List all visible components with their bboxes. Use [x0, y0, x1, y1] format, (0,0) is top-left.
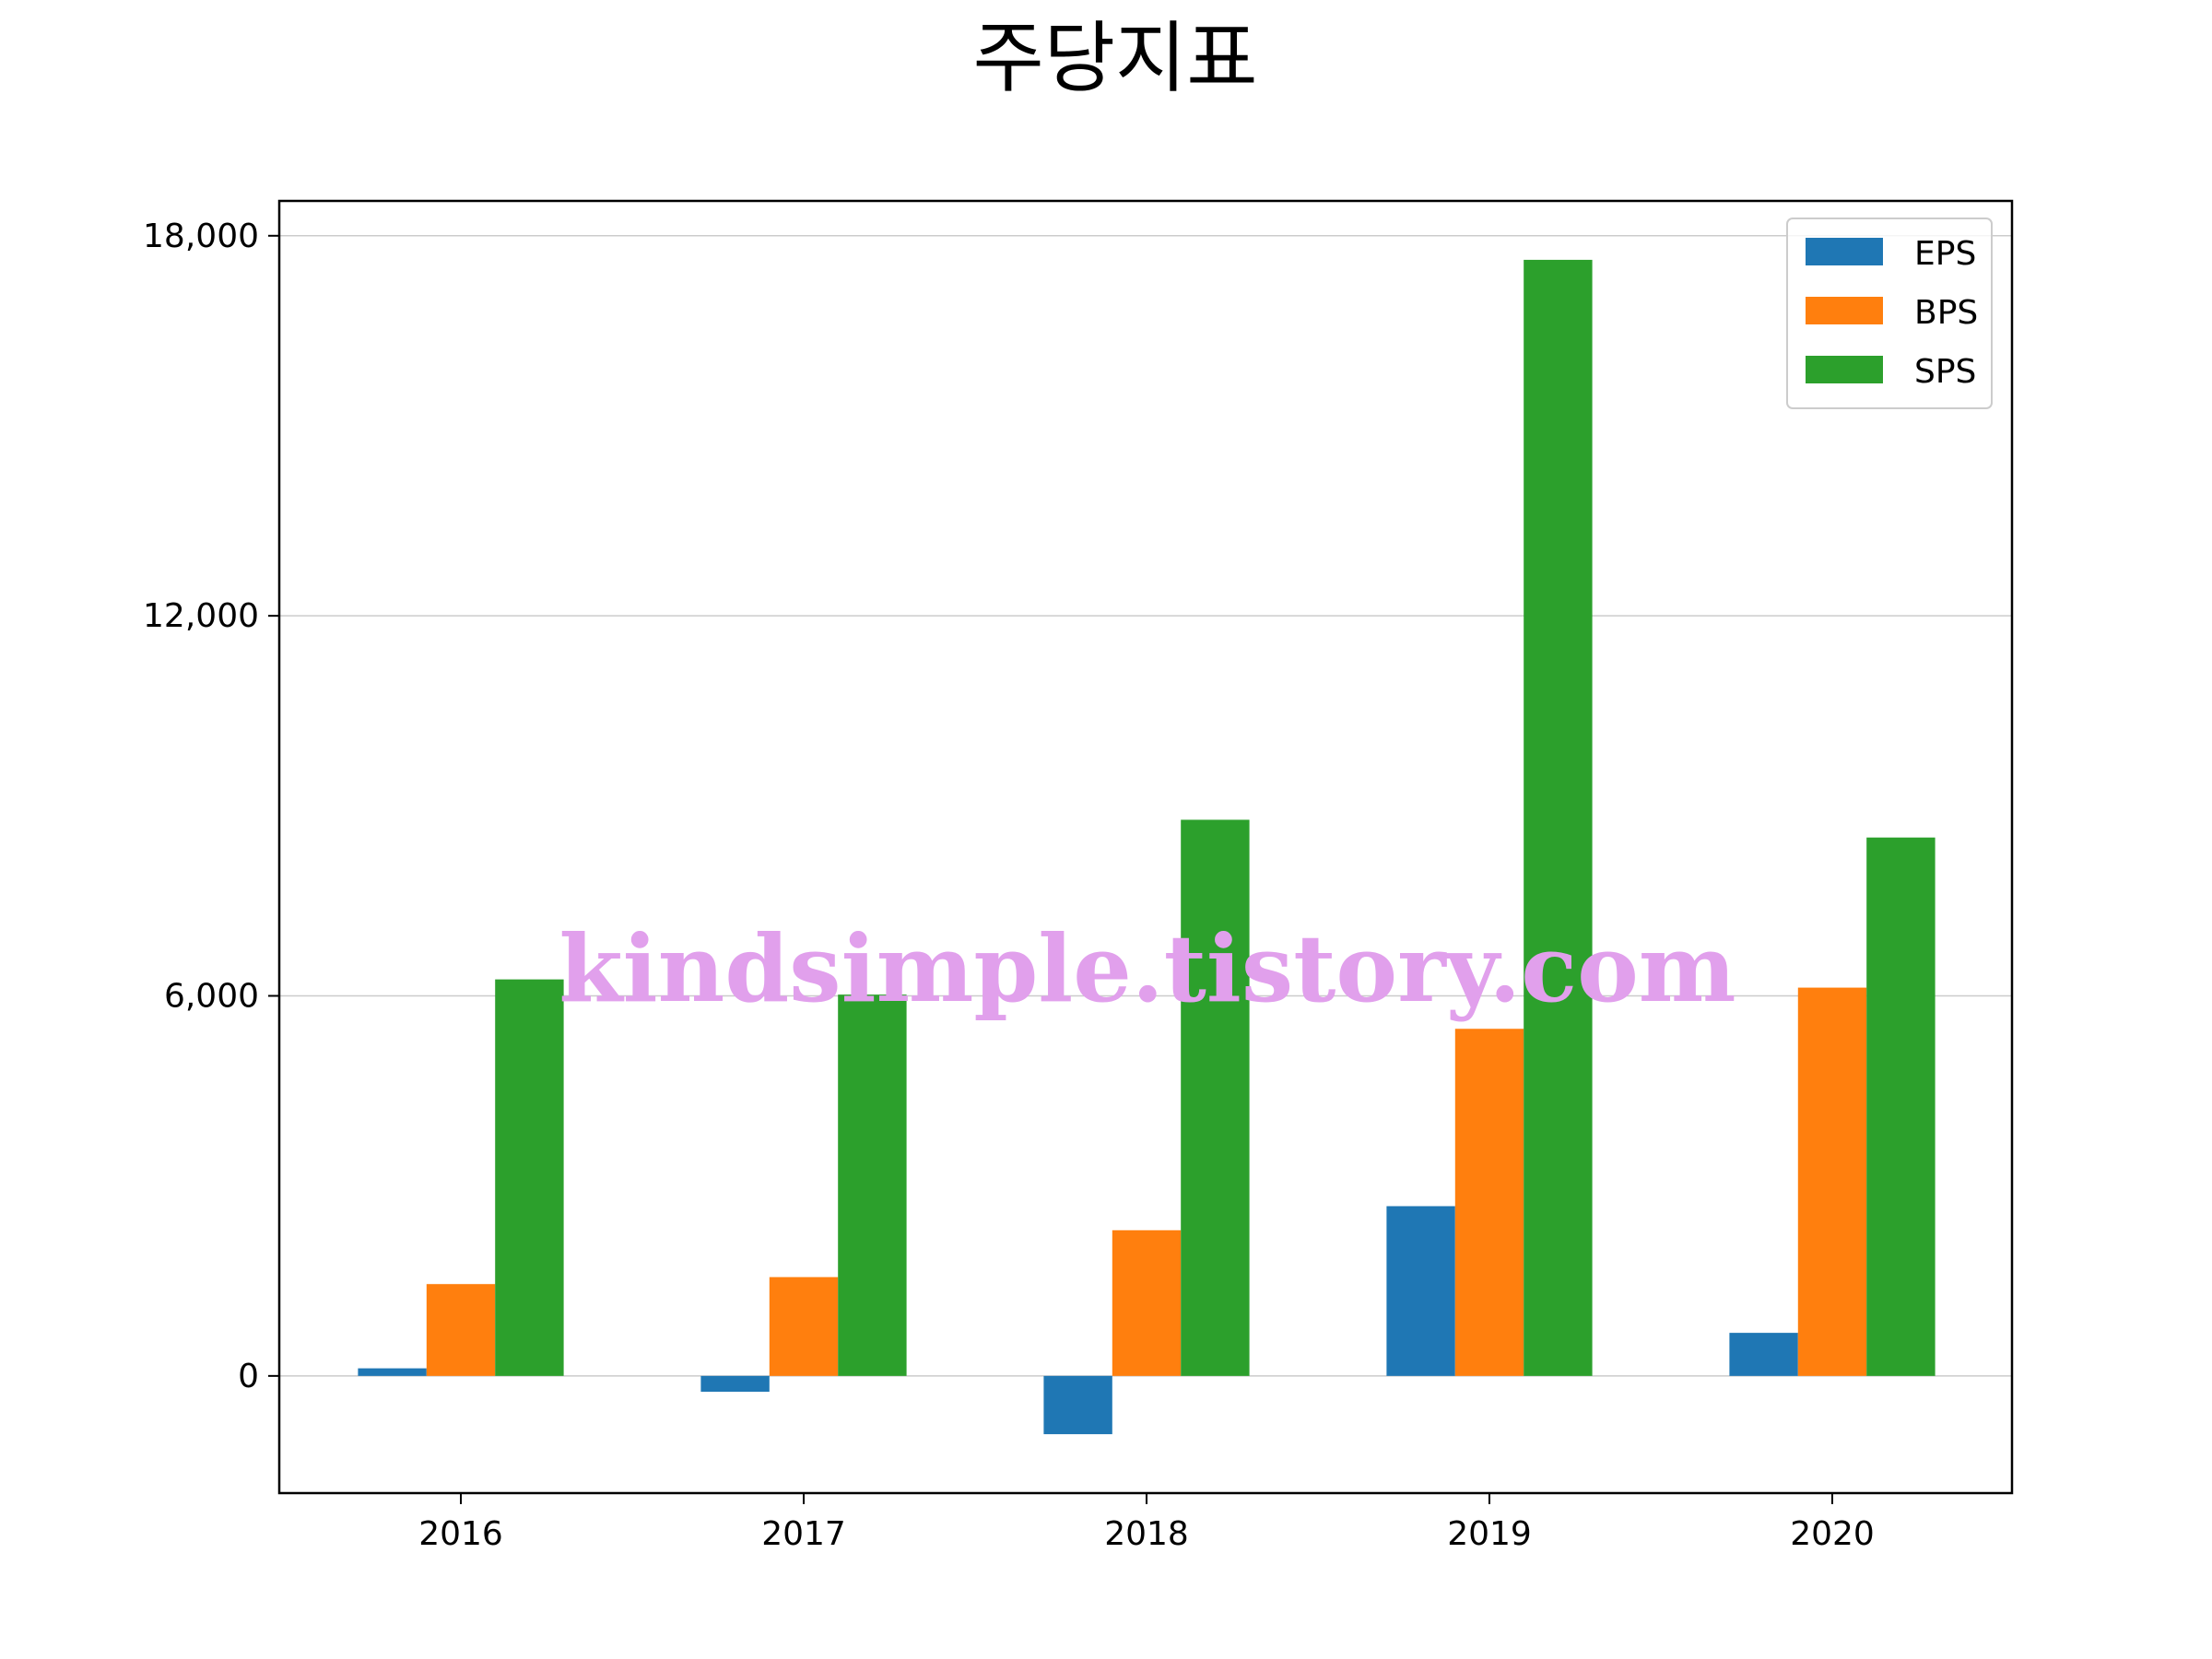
bar-bps-2017 [769, 1277, 839, 1376]
legend-label-bps: BPS [1914, 294, 1978, 332]
legend-swatch-sps [1806, 356, 1883, 383]
y-axis: 0 6,000 12,000 18,000 [143, 218, 279, 1395]
x-axis: 2016 2017 2018 2019 2020 [418, 1493, 1875, 1553]
y-tick-label: 12,000 [143, 597, 259, 635]
y-tick-label: 0 [238, 1358, 259, 1395]
x-tick-label: 2016 [418, 1515, 503, 1553]
bar-eps-2019 [1386, 1206, 1455, 1376]
y-tick-label: 18,000 [143, 218, 259, 255]
bar-bps-2019 [1454, 1029, 1524, 1376]
bar-eps-2017 [700, 1375, 770, 1393]
bar-eps-2018 [1043, 1375, 1112, 1435]
grid [279, 235, 2012, 1377]
bar-sps-2020 [1866, 837, 1936, 1376]
watermark: kindsimple.tistory.com [559, 914, 1735, 1023]
legend: EPS BPS SPS [1786, 218, 1993, 409]
bar-eps-2020 [1729, 1333, 1798, 1376]
bar-eps-2016 [358, 1368, 427, 1376]
legend-label-eps: EPS [1914, 235, 1976, 273]
legend-swatch-bps [1806, 297, 1883, 324]
bar-bps-2020 [1797, 987, 1867, 1376]
bar-bps-2016 [426, 1284, 496, 1376]
legend-swatch-eps [1806, 238, 1883, 265]
x-tick-label: 2017 [761, 1515, 846, 1553]
y-tick-label: 6,000 [164, 978, 259, 1016]
x-tick-label: 2019 [1447, 1515, 1532, 1553]
bar-sps-2016 [495, 979, 564, 1376]
bars [358, 259, 1936, 1435]
bar-sps-2017 [838, 994, 907, 1376]
bar-bps-2018 [1112, 1230, 1182, 1376]
legend-label-sps: SPS [1914, 353, 1976, 391]
bar-sps-2018 [1181, 819, 1250, 1376]
bar-sps-2019 [1524, 259, 1593, 1376]
x-tick-label: 2018 [1104, 1515, 1189, 1553]
chart-title: 주당지표 [972, 13, 1257, 103]
x-tick-label: 2020 [1790, 1515, 1875, 1553]
